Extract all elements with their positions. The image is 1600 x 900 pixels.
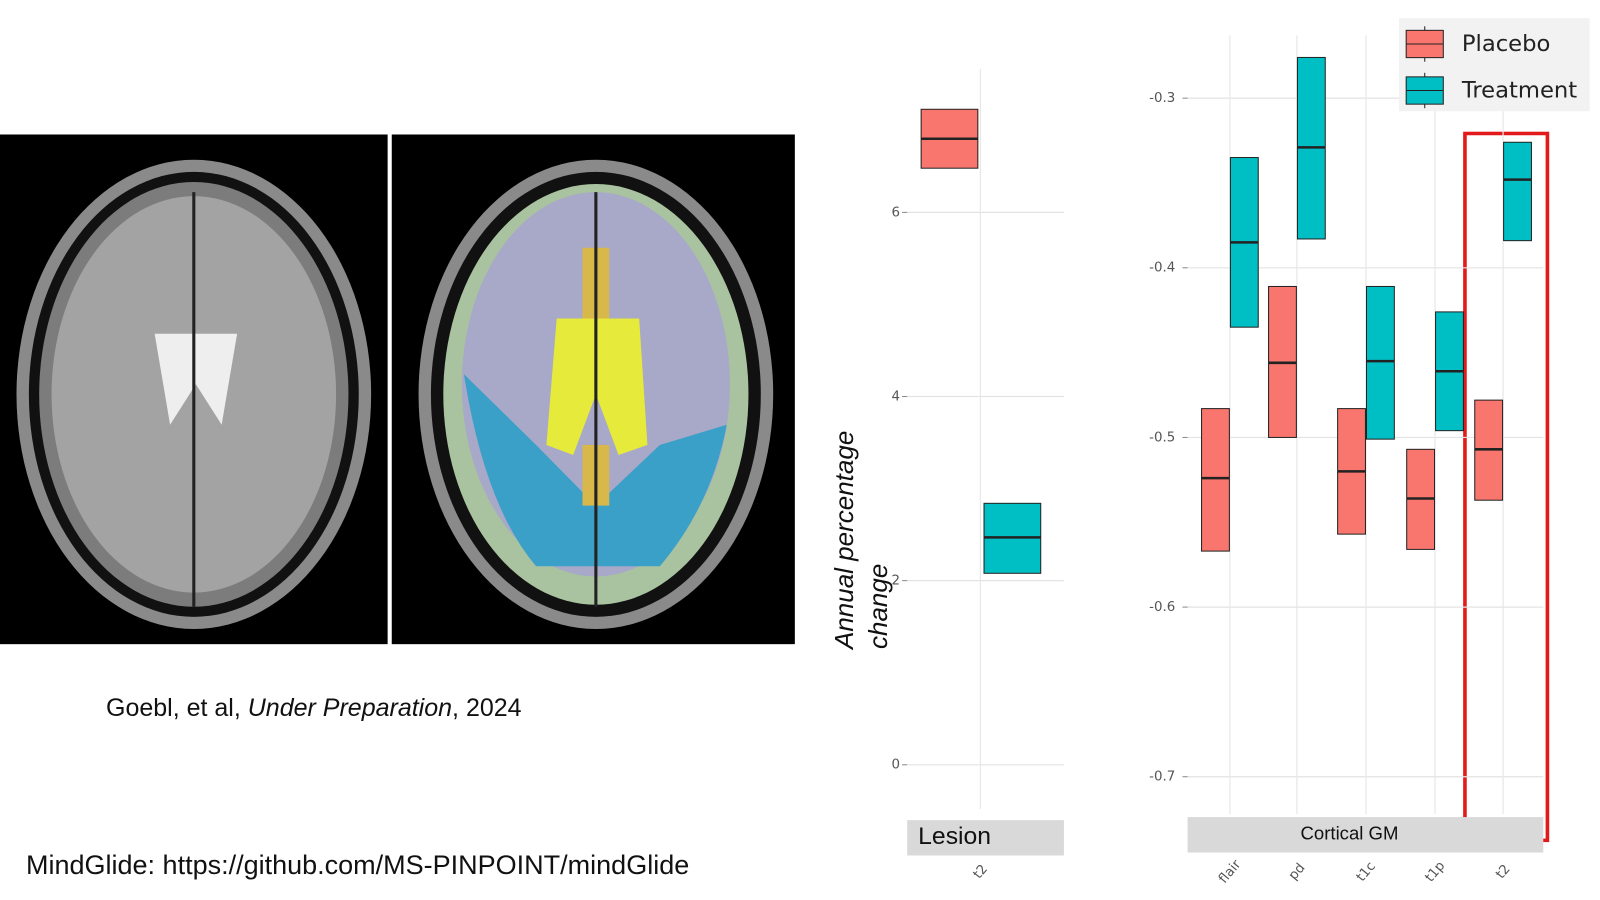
strip-background [907, 820, 1064, 856]
x-tick-label: t1p [1422, 859, 1448, 885]
brain-image-raw [0, 134, 388, 645]
brain-image-segmented [391, 134, 795, 645]
citation-italic: Under Preparation [247, 694, 453, 722]
y-axis-title: Annual percentage change [829, 430, 893, 649]
y-tick-label: -0.4 [1149, 261, 1175, 276]
x-tick-label: t2 [971, 862, 991, 882]
y-tick-label: 4 [891, 390, 900, 405]
x-tick-label: pd [1286, 861, 1309, 883]
y-tick-label: -0.5 [1149, 431, 1175, 446]
footer-link: MindGlide: https://github.com/MS-PINPOIN… [26, 850, 690, 880]
y-tick-label: -0.6 [1149, 600, 1175, 615]
x-tick-label: flair [1216, 857, 1245, 886]
citation-text: Goebl, et al, [106, 694, 248, 722]
citation-text: , 2024 [452, 694, 522, 722]
box [1503, 141, 1532, 242]
strip-label: Lesion [918, 823, 991, 850]
y-tick-label: 6 [891, 205, 900, 220]
strip-background [1187, 817, 1544, 853]
box [1365, 285, 1395, 440]
legend-label: Placebo [1462, 31, 1551, 57]
citation: Goebl, et al, Under Preparation, 2024 [106, 694, 522, 723]
y-tick-label: -0.7 [1149, 770, 1175, 785]
box [1201, 408, 1230, 552]
y-tick-label: 0 [891, 758, 900, 773]
y-tick-label: -0.3 [1149, 91, 1175, 106]
x-tick-label: t1c [1354, 859, 1379, 884]
legend-label: Treatment [1461, 78, 1578, 104]
strip-label: Cortical GM [1301, 823, 1399, 844]
y-tick-label: 2 [891, 574, 900, 589]
x-tick-label: t2 [1493, 862, 1513, 882]
